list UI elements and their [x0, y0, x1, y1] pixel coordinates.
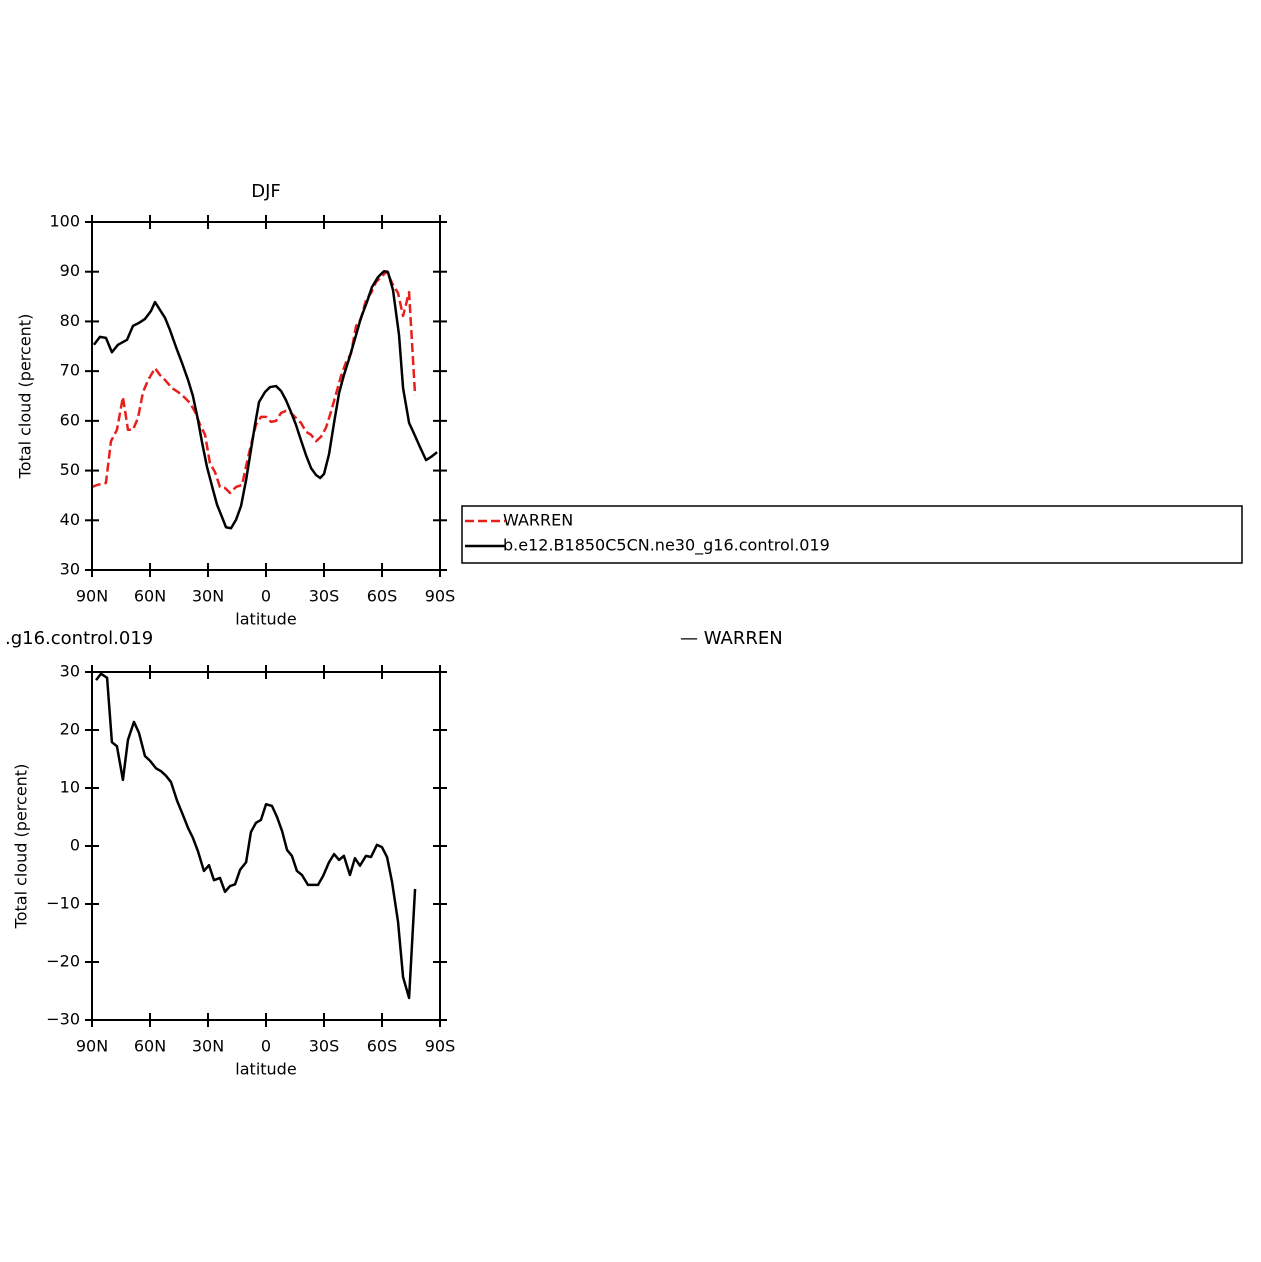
x-tick-label: 60S	[367, 587, 398, 606]
y-tick-label: 50	[60, 460, 80, 479]
x-tick-label: 30S	[309, 587, 340, 606]
y-axis-label: Total cloud (percent)	[12, 764, 31, 930]
x-tick-label: 30N	[192, 1037, 224, 1056]
x-tick-label: 30N	[192, 587, 224, 606]
legend-label: b.e12.B1850C5CN.ne30_g16.control.019	[503, 536, 830, 556]
x-tick-label: 60S	[367, 1037, 398, 1056]
y-tick-label: 70	[60, 361, 80, 380]
y-tick-label: 100	[49, 212, 80, 231]
y-tick-label: −30	[46, 1010, 80, 1029]
y-tick-label: −20	[46, 952, 80, 971]
x-tick-label: 90N	[76, 587, 108, 606]
x-axis-label: latitude	[235, 1060, 296, 1079]
y-tick-label: 30	[60, 560, 80, 579]
chart-title: DJF	[251, 181, 281, 202]
x-tick-label: 90S	[425, 587, 456, 606]
data-line	[92, 269, 438, 530]
y-tick-label: 80	[60, 311, 80, 330]
x-tick-label: 90S	[425, 1037, 456, 1056]
y-tick-label: 0	[70, 836, 80, 855]
y-axis-label: Total cloud (percent)	[16, 314, 35, 480]
y-tick-label: 90	[60, 261, 80, 280]
y-tick-label: 40	[60, 510, 80, 529]
x-tick-label: 60N	[134, 587, 166, 606]
y-tick-label: 10	[60, 778, 80, 797]
legend-box	[461, 505, 1243, 564]
y-tick-label: 30	[60, 662, 80, 681]
x-axis-label: latitude	[235, 610, 296, 629]
chart-title-right: — WARREN	[680, 628, 783, 649]
legend-label: WARREN	[503, 511, 573, 530]
x-tick-label: 90N	[76, 1037, 108, 1056]
x-tick-label: 30S	[309, 1037, 340, 1056]
y-tick-label: 20	[60, 720, 80, 739]
y-tick-label: −10	[46, 894, 80, 913]
y-tick-label: 60	[60, 410, 80, 429]
chart-title-left: .g16.control.019	[5, 628, 153, 649]
x-tick-label: 0	[261, 587, 271, 606]
data-line	[95, 672, 417, 1000]
x-tick-label: 0	[261, 1037, 271, 1056]
x-tick-label: 60N	[134, 1037, 166, 1056]
